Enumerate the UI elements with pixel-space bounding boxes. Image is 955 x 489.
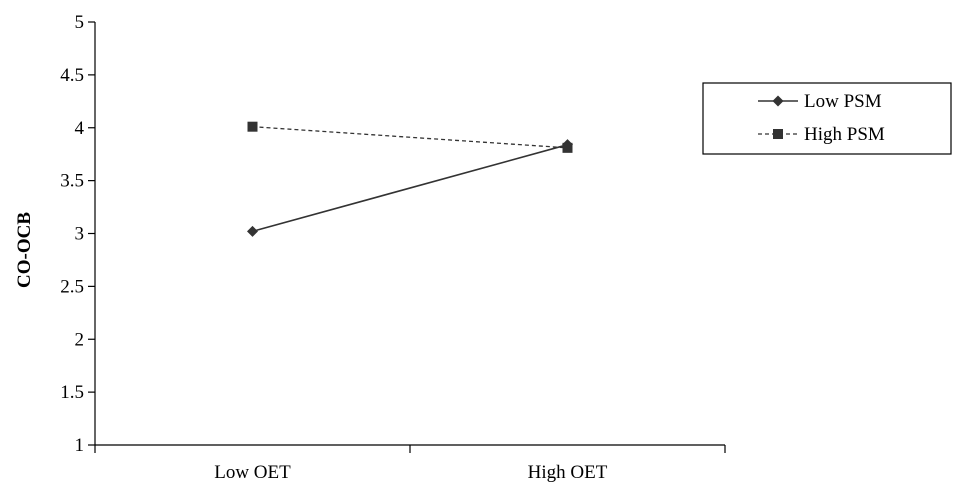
legend-box bbox=[702, 82, 952, 155]
legend-marker bbox=[772, 95, 784, 107]
y-axis: 1 1.5 2 2.5 3 3.5 4 4.5 5 bbox=[60, 12, 96, 456]
data-point bbox=[562, 142, 573, 153]
series-layer bbox=[247, 121, 573, 237]
y-tick-label: 1.5 bbox=[60, 382, 84, 403]
x-tick-label: Low OET bbox=[214, 462, 291, 483]
data-point bbox=[247, 121, 258, 132]
y-tick-label: 2.5 bbox=[60, 276, 84, 297]
series-line bbox=[252, 126, 568, 149]
y-tick-label: 5 bbox=[75, 12, 85, 33]
y-axis-title: CO-OCB bbox=[14, 212, 35, 288]
series-line bbox=[252, 143, 568, 233]
y-tick-label: 1 bbox=[75, 435, 85, 456]
y-tick-label: 4 bbox=[75, 118, 85, 139]
y-tick-label: 3 bbox=[75, 224, 85, 245]
series-low-psm bbox=[247, 139, 573, 237]
series-high-psm bbox=[247, 121, 573, 153]
y-tick-label: 4.5 bbox=[60, 65, 84, 86]
legend-label: Low PSM bbox=[804, 91, 882, 112]
y-tick-label: 2 bbox=[75, 329, 85, 350]
x-axis: Low OET High OET bbox=[94, 444, 726, 483]
data-point bbox=[247, 225, 258, 237]
legend: Low PSM High PSM bbox=[702, 82, 952, 155]
legend-marker bbox=[773, 129, 783, 139]
legend-label: High PSM bbox=[804, 124, 885, 145]
x-tick-label: High OET bbox=[528, 462, 608, 483]
y-tick-label: 3.5 bbox=[60, 171, 84, 192]
